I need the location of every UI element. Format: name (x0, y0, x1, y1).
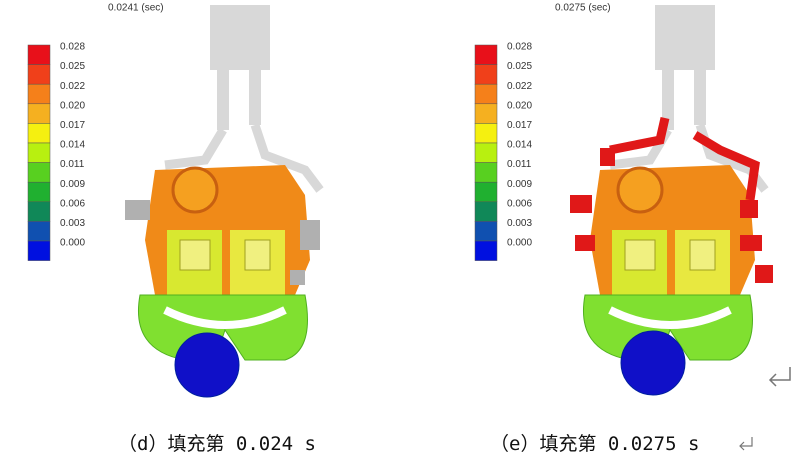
legend-swatch (27, 44, 51, 65)
legend-swatch (27, 103, 51, 124)
legend-label: 0.028 (507, 42, 532, 53)
legend-label: 0.014 (507, 140, 532, 151)
legend-label: 0.006 (507, 198, 532, 209)
panel-e (570, 5, 773, 396)
legend-label: 0.009 (507, 179, 532, 190)
legend-swatch (474, 103, 498, 124)
legend-swatch (474, 44, 498, 65)
legend-label: 0.000 (507, 238, 532, 249)
legend-label: 0.020 (60, 100, 85, 111)
legend-swatch (27, 142, 51, 163)
legend-label: 0.003 (60, 218, 85, 229)
time-label: 0.0241 (sec) (108, 3, 164, 14)
legend-swatch (27, 83, 51, 105)
legend-swatch (27, 162, 51, 183)
panel-d (125, 5, 320, 398)
legend-label: 0.022 (60, 81, 85, 92)
legend-label: 0.028 (60, 42, 85, 53)
legend-swatch (474, 162, 498, 183)
legend-swatch (474, 221, 498, 242)
legend-swatch (474, 240, 498, 261)
legend-label: 0.022 (507, 81, 532, 92)
legend-swatch (27, 64, 51, 85)
legend-swatch (27, 240, 51, 261)
legend-swatch (474, 123, 498, 144)
legend-label: 0.017 (60, 120, 85, 131)
legend-label: 0.025 (60, 61, 85, 72)
legend-swatch (474, 201, 498, 222)
ladle-ball (174, 332, 240, 398)
legend-label: 0.000 (60, 238, 85, 249)
caption: （e）填充第 0.0275 s (490, 433, 699, 455)
legend-swatch (27, 201, 51, 222)
legend-swatch (474, 142, 498, 163)
legend-label: 0.011 (60, 159, 85, 170)
legend-swatch (474, 64, 498, 85)
caption: （d）填充第 0.024 s (118, 433, 316, 455)
legend-label: 0.009 (60, 179, 85, 190)
time-label: 0.0275 (sec) (555, 3, 611, 14)
legend-label: 0.020 (507, 100, 532, 111)
legend-swatch (474, 181, 498, 203)
legend-label: 0.006 (60, 198, 85, 209)
legend-label: 0.025 (507, 61, 532, 72)
legend-swatch (474, 83, 498, 105)
legend-label: 0.011 (507, 159, 532, 170)
legend-swatch (27, 181, 51, 203)
legend-label: 0.003 (507, 218, 532, 229)
paragraph-mark (739, 437, 753, 451)
paragraph-mark (768, 367, 791, 387)
ladle-ball (620, 330, 686, 396)
legend-label: 0.017 (507, 120, 532, 131)
legend-label: 0.014 (60, 140, 85, 151)
legend-swatch (27, 221, 51, 242)
legend-swatch (27, 123, 51, 144)
